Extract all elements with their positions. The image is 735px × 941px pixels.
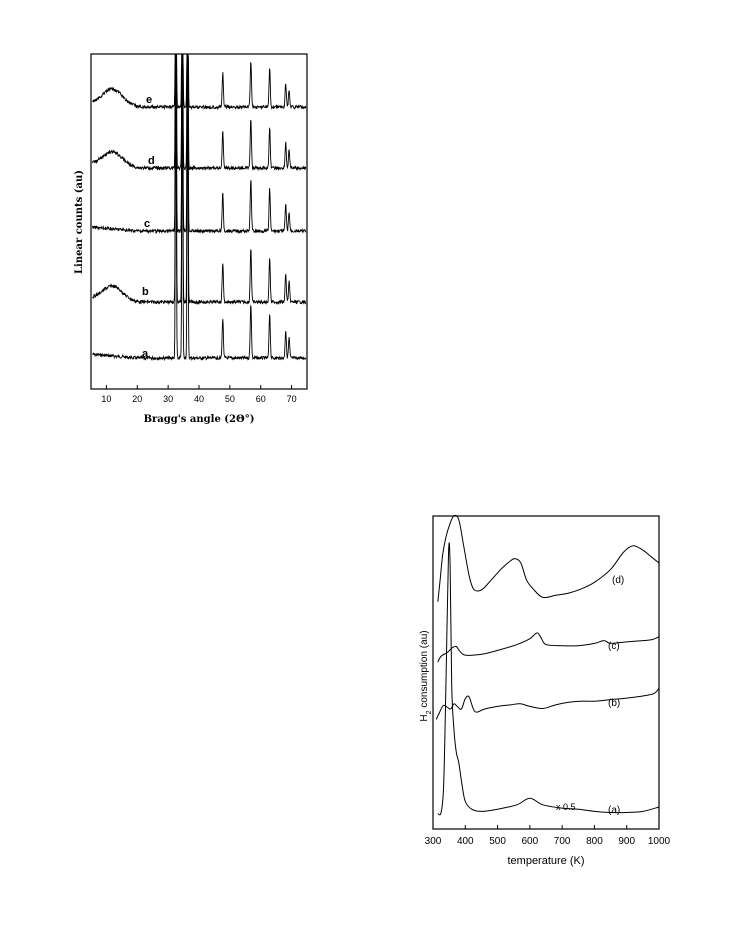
xrd-x-ticks: 10 20 30 40 50 60 70 xyxy=(101,385,297,404)
tpr-x-tick-label: 1000 xyxy=(648,836,671,847)
xrd-x-axis-label: Bragg's angle (2Θ°) xyxy=(144,414,255,425)
xrd-label-c: c xyxy=(144,218,150,230)
xrd-label-b: b xyxy=(142,286,149,298)
tpr-y-axis-label-rest: consumption (au) xyxy=(419,630,430,710)
tpr-x-ticks: 300 400 500 600 700 800 900 1000 xyxy=(425,825,671,847)
xrd-x-tick-label: 50 xyxy=(225,394,235,404)
xrd-x-tick-label: 40 xyxy=(194,394,204,404)
tpr-y-axis-label-h: H xyxy=(419,714,430,721)
tpr-label-a: (a) xyxy=(608,805,620,816)
xrd-x-tick-label: 10 xyxy=(101,394,111,404)
tpr-x-tick-label: 300 xyxy=(425,836,442,847)
tpr-chart: 300 400 500 600 700 800 900 1000 (d) (c) (b) (a… xyxy=(419,514,671,867)
tpr-x-tick-label: 600 xyxy=(522,836,539,847)
tpr-x-tick-label: 500 xyxy=(489,836,506,847)
xrd-series-d xyxy=(92,54,307,172)
xrd-x-tick-label: 20 xyxy=(132,394,142,404)
tpr-series-a xyxy=(437,542,660,816)
tpr-x-tick-label: 700 xyxy=(554,836,571,847)
xrd-series-a xyxy=(92,57,307,362)
tpr-series-c xyxy=(437,632,660,663)
tpr-label-d: (d) xyxy=(612,575,624,586)
xrd-label-e: e xyxy=(146,94,152,106)
tpr-series-d xyxy=(437,514,660,602)
tpr-plot-frame xyxy=(432,515,660,830)
tpr-series-b xyxy=(435,687,660,720)
xrd-x-tick-label: 70 xyxy=(287,394,297,404)
xrd-series-b xyxy=(92,54,307,306)
xrd-chart: 10 20 30 40 50 60 70 e d c b a Bragg's angle (… xyxy=(74,53,308,425)
tpr-x-axis-label: temperature (K) xyxy=(507,855,584,867)
xrd-label-a: a xyxy=(142,348,149,360)
tpr-x-tick-label: 800 xyxy=(586,836,603,847)
tpr-x-tick-label: 400 xyxy=(457,836,474,847)
tpr-curves xyxy=(435,514,660,816)
xrd-label-d: d xyxy=(148,155,155,167)
tpr-y-axis-label-sub: 2 xyxy=(426,710,433,714)
xrd-plot-frame xyxy=(90,53,308,390)
xrd-x-tick-label: 60 xyxy=(256,394,266,404)
xrd-series-e xyxy=(92,54,307,111)
xrd-curves xyxy=(92,54,307,362)
xrd-x-tick-label: 30 xyxy=(163,394,173,404)
xrd-y-axis-label: Linear counts (au) xyxy=(74,170,85,274)
tpr-label-c: (c) xyxy=(608,641,620,652)
tpr-x-tick-label: 900 xyxy=(618,836,635,847)
tpr-y-axis-label: H2 consumption (au) xyxy=(419,630,433,721)
tpr-label-b: (b) xyxy=(608,698,620,709)
xrd-series-c xyxy=(92,54,307,235)
tpr-annotation-scale: x 0.5 xyxy=(556,802,576,812)
